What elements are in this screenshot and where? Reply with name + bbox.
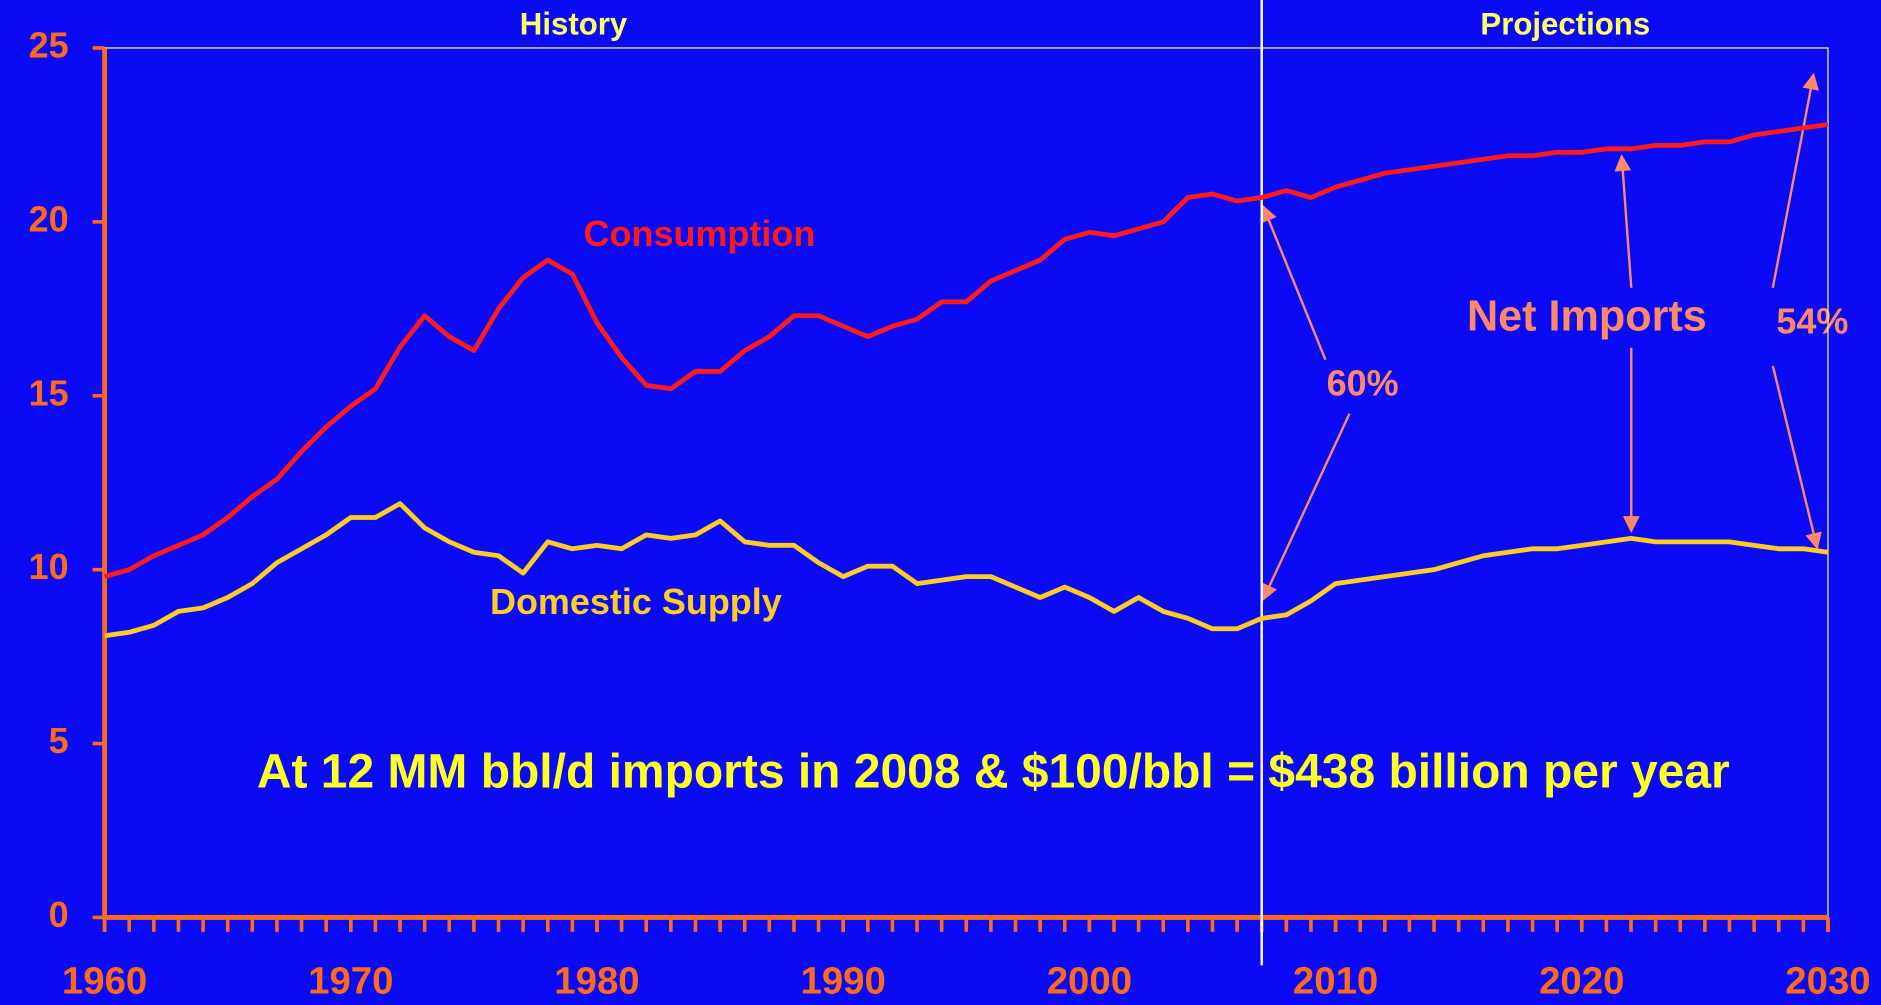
- x-tick-label: 1990: [801, 960, 886, 1003]
- history-label: History: [520, 7, 628, 42]
- note: At 12 MM bbl/d imports in 2008 & $100/bb…: [257, 745, 1730, 798]
- series-label: Domestic Supply: [490, 581, 782, 622]
- net-imports-label: Net Imports: [1467, 292, 1707, 340]
- pct-label: 54%: [1776, 300, 1848, 341]
- x-tick-label: 1980: [554, 960, 639, 1003]
- y-tick-label: 5: [49, 720, 69, 761]
- arrows: [1261, 72, 1822, 602]
- y-tick-label: 20: [29, 198, 69, 239]
- x-tick-label: 2000: [1047, 960, 1132, 1003]
- projections-label: Projections: [1480, 7, 1650, 42]
- y-tick-label: 10: [29, 546, 69, 587]
- x-tick-label: 2030: [1785, 960, 1870, 1003]
- y-tick-label: 15: [29, 372, 69, 413]
- x-tick-label: 2020: [1539, 960, 1624, 1003]
- series-line: [104, 501, 1829, 639]
- pct-label: 60%: [1327, 363, 1399, 404]
- y-tick-label: 25: [29, 24, 69, 65]
- series-label: Consumption: [584, 213, 816, 254]
- y-tick-label: 0: [49, 894, 69, 935]
- series-line: [103, 122, 1829, 579]
- x-tick-label: 2010: [1293, 960, 1378, 1003]
- x-tick-label: 1960: [62, 960, 147, 1003]
- x-tick-label: 1970: [308, 960, 393, 1003]
